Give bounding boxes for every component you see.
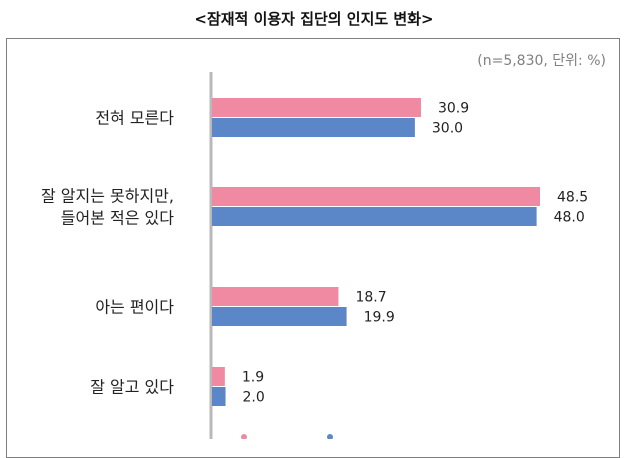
- category-label: 들어본 적은 있다: [61, 209, 174, 228]
- bar-series-1: [212, 287, 339, 306]
- legend-marker-2: [327, 434, 333, 439]
- data-label: 30.0: [432, 121, 463, 137]
- bar-series-2: [212, 387, 226, 406]
- data-label: 48.5: [557, 190, 588, 206]
- data-label: 2.0: [243, 390, 265, 406]
- bar-series-2: [212, 207, 537, 226]
- bar-series-1: [212, 187, 540, 206]
- category-label: 잘 알지는 못하지만,: [41, 187, 174, 206]
- bar-series-1: [212, 367, 225, 386]
- data-label: 30.9: [438, 101, 469, 117]
- category-label: 아는 편이다: [95, 298, 174, 317]
- chart-title: <잠재적 이용자 집단의 인지도 변화>: [194, 10, 434, 28]
- legend-marker-1: [241, 434, 247, 439]
- category-label: 전혀 모른다: [95, 109, 174, 128]
- category-label: 잘 알고 있다: [90, 378, 174, 397]
- data-label: 18.7: [355, 290, 386, 306]
- data-label: 19.9: [364, 310, 395, 326]
- data-label: 1.9: [242, 370, 264, 386]
- bar-series-2: [212, 307, 347, 326]
- bar-series-1: [212, 98, 421, 117]
- bar-series-2: [212, 118, 415, 137]
- data-label: 48.0: [554, 210, 585, 226]
- unit-note: (n=5,830, 단위: %): [477, 53, 606, 69]
- bar-chart: 전혀 모른다 30.9 30.0 잘 알지는 못하지만, 들어본 적은 있다 48.5 48…: [41, 72, 588, 439]
